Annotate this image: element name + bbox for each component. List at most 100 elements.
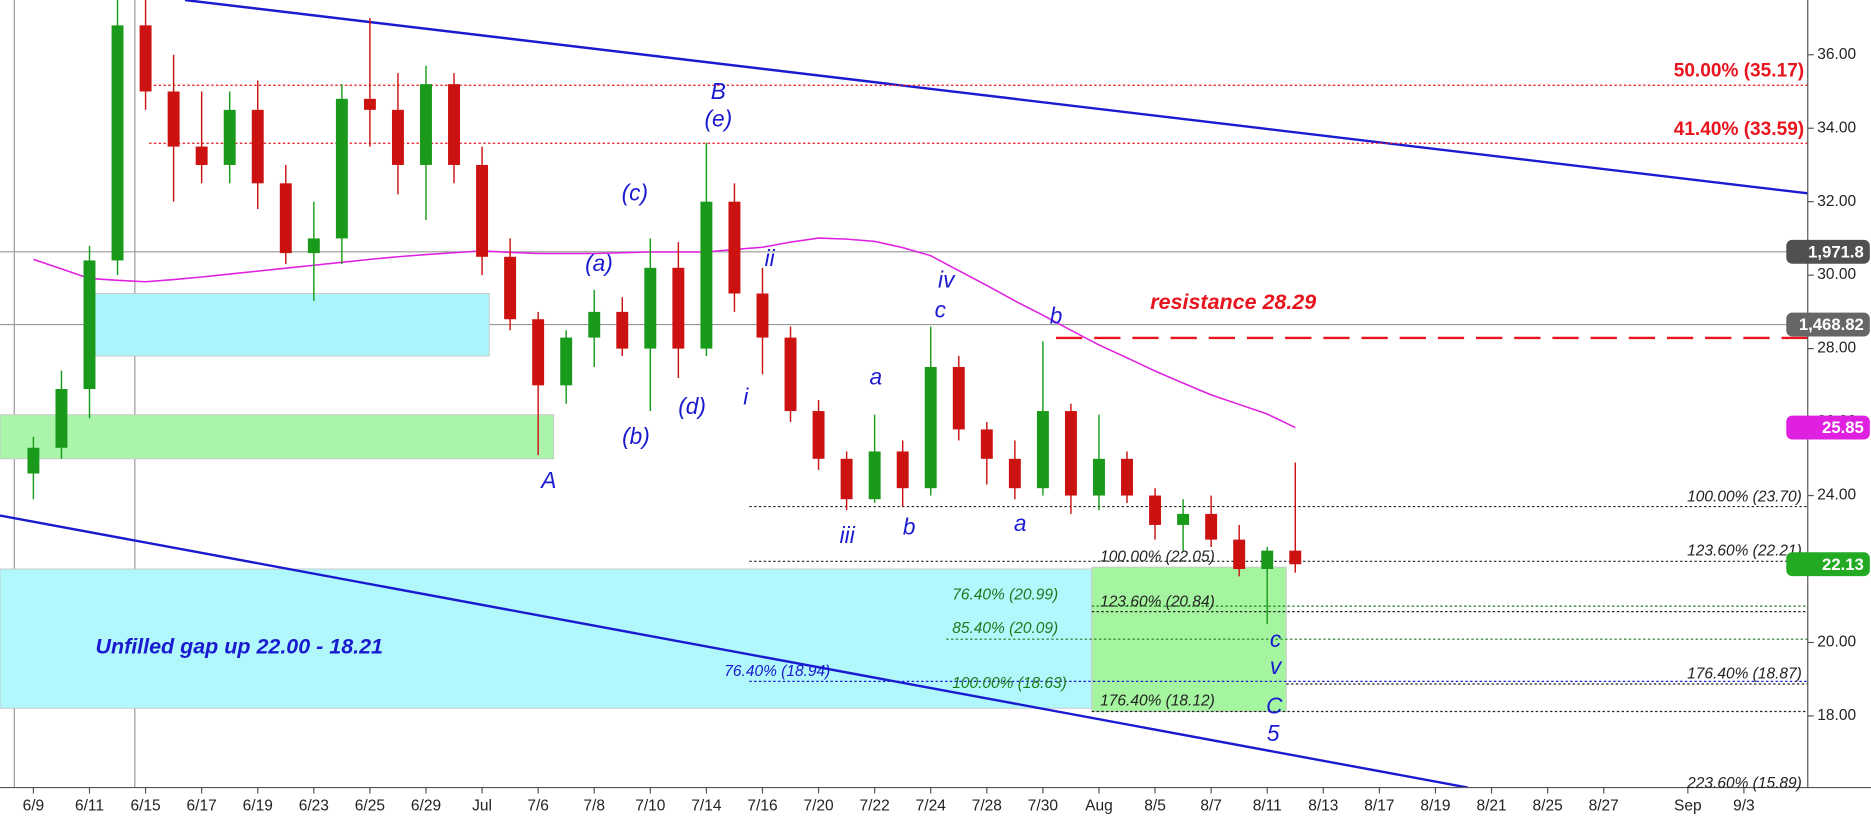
candle-body <box>560 337 573 386</box>
x-tick-label: 7/10 <box>635 798 666 815</box>
x-tick-label: 6/25 <box>355 798 385 815</box>
wave-label: (e) <box>704 106 732 132</box>
candle-body <box>672 267 685 349</box>
x-tick-label: 8/27 <box>1589 798 1619 815</box>
wave-label: (c) <box>622 180 648 206</box>
x-tick-label: 6/23 <box>299 798 329 815</box>
wave-label: (a) <box>585 250 613 276</box>
x-tick-label: 7/16 <box>747 798 777 815</box>
tag-text: 1,971.8 <box>1808 242 1864 261</box>
candle-body <box>251 109 264 184</box>
level-label: 76.40% (20.99) <box>952 587 1058 604</box>
candle-body <box>111 25 124 261</box>
candle-body <box>1149 495 1162 525</box>
tag-bg <box>1786 239 1870 264</box>
candle-body <box>896 451 909 489</box>
candle-body <box>588 311 601 338</box>
candle-body <box>700 201 713 349</box>
candle-body <box>1233 539 1246 570</box>
wave-label: c <box>1270 626 1282 652</box>
y-tick-label: 28.00 <box>1817 340 1856 357</box>
level-label: 100.00% (22.05) <box>1100 548 1215 565</box>
level-label: 41.40% (33.59) <box>1674 119 1804 140</box>
candle-body <box>784 337 797 412</box>
x-tick-label: 7/22 <box>860 798 890 815</box>
tag-bg <box>1786 312 1870 337</box>
candle-body <box>644 267 657 349</box>
candle-body <box>1093 458 1105 496</box>
wave-label: b <box>1050 302 1063 328</box>
candle-body <box>139 25 152 92</box>
y-tick-label: 24.00 <box>1817 487 1856 504</box>
price-tag: 1,971.8 <box>1786 239 1870 264</box>
x-tick-label: 9/3 <box>1733 798 1755 815</box>
close-tag: 22.13 <box>1786 552 1870 577</box>
y-tick-label: 36.00 <box>1817 46 1856 63</box>
candle-body <box>616 311 629 349</box>
wave-label: a <box>870 363 883 389</box>
candle-body <box>756 293 769 338</box>
wave-label: a <box>1014 510 1027 536</box>
candle-body <box>335 98 348 239</box>
level-label: 85.40% (20.09) <box>952 620 1058 637</box>
level-label: 100.00% (23.70) <box>1687 489 1802 506</box>
candle-body <box>728 201 741 294</box>
level-label: 223.60% (15.89) <box>1686 775 1802 792</box>
x-tick-label: 6/19 <box>243 798 273 815</box>
x-tick-label: Sep <box>1674 798 1702 815</box>
x-tick-label: 7/30 <box>1028 798 1059 815</box>
candle-body <box>1036 411 1049 489</box>
candle-body <box>223 109 236 165</box>
plot-area <box>0 0 1808 788</box>
ma-tag: 25.85 <box>1786 415 1870 440</box>
candle-body <box>476 164 489 257</box>
wave-label: iv <box>938 267 956 293</box>
candle-body <box>1205 513 1218 540</box>
y-tick-label: 18.00 <box>1817 707 1856 724</box>
candle-body <box>1177 513 1190 525</box>
candle-body <box>868 451 881 500</box>
tag-text: 25.85 <box>1822 418 1864 437</box>
price-tag: 1,468.82 <box>1786 312 1870 337</box>
candle-body <box>1261 550 1274 570</box>
wave-label: i <box>743 384 749 410</box>
x-tick-label: 8/11 <box>1253 798 1282 815</box>
x-tick-label: 8/19 <box>1420 798 1450 815</box>
level-label: 76.40% (18.94) <box>724 663 830 680</box>
candle-body <box>812 411 825 459</box>
candle-body <box>448 84 460 165</box>
x-tick-label: Jul <box>472 798 492 815</box>
candle-body <box>504 256 517 320</box>
y-tick-label: 32.00 <box>1817 193 1856 210</box>
x-tick-label: 7/28 <box>972 798 1002 815</box>
resistance-label: resistance 28.29 <box>1150 290 1316 314</box>
wave-label: v <box>1270 653 1283 679</box>
level-label: 176.40% (18.12) <box>1100 693 1215 710</box>
candle-body <box>1064 411 1077 496</box>
candle-body <box>391 109 404 165</box>
x-tick-label: 7/20 <box>803 798 834 815</box>
x-tick-label: 8/7 <box>1200 798 1222 815</box>
x-tick-label: 8/25 <box>1533 798 1563 815</box>
x-tick-label: 7/6 <box>527 798 549 815</box>
x-tick-label: 7/14 <box>691 798 722 815</box>
trend-line <box>0 514 1468 788</box>
wave-label: C <box>1266 693 1283 719</box>
tag-text: 1,468.82 <box>1799 315 1864 334</box>
wave-label: B <box>711 78 726 104</box>
candle-body <box>1121 458 1133 496</box>
trend-line <box>184 0 1808 195</box>
wave-label: iii <box>840 522 856 548</box>
x-tick-label: 6/17 <box>187 798 217 815</box>
candle-body <box>307 238 320 254</box>
moving-average <box>33 237 1296 429</box>
x-tick-label: 7/24 <box>916 798 947 815</box>
level-label: 176.40% (18.87) <box>1687 665 1802 682</box>
y-tick-label: 30.00 <box>1817 266 1856 283</box>
candle-body <box>1008 458 1021 489</box>
zone <box>86 293 490 357</box>
x-tick-label: 8/17 <box>1364 798 1394 815</box>
candle-body <box>27 447 40 474</box>
x-tick-label: 6/29 <box>411 798 441 815</box>
candle-body <box>952 366 965 430</box>
